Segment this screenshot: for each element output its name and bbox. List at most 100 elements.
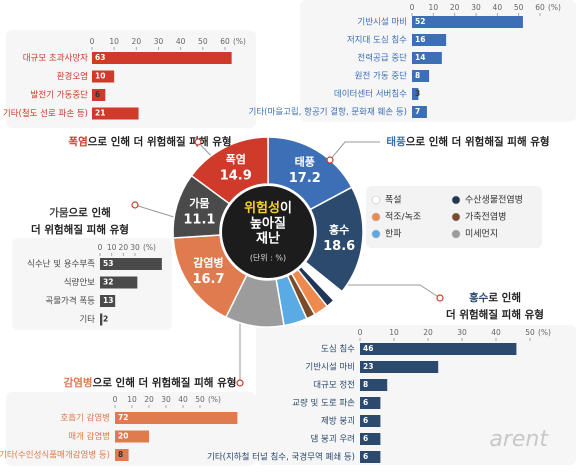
x-tick-label: 20 (450, 3, 460, 12)
bar-label: 저지대 도심 침수 (347, 35, 407, 46)
legend-swatch (451, 212, 461, 222)
caption-text: 으로 인해 더 위험해질 피해 유형 (88, 135, 232, 148)
value-label: 2 (103, 315, 108, 324)
value-label: 10 (95, 72, 105, 81)
x-tick-label: 0 (358, 328, 363, 337)
bar (412, 88, 419, 100)
x-tick-label: 10 (127, 395, 137, 404)
legend-swatch (371, 212, 381, 222)
bar (100, 258, 162, 270)
bar-label: 호흡기 감염병 (60, 413, 110, 424)
connector-dot (436, 294, 444, 302)
donut-center (222, 186, 314, 278)
legend-label: 수산생물전염병 (465, 195, 523, 206)
value-label: 13 (103, 296, 113, 305)
value-label: 23 (363, 362, 373, 371)
caption-keyword: 홍수 (469, 291, 489, 304)
bar-label: 댐 붕괴 우려 (310, 434, 355, 445)
bar (100, 313, 103, 326)
center-unit: (단위 : %) (250, 253, 286, 263)
segment-value: 14.9 (220, 169, 252, 184)
caption: 가뭄으로 인해 (49, 206, 111, 219)
bar-label: 식량안보 (64, 277, 95, 288)
value-label: 52 (415, 17, 425, 26)
bar (360, 361, 439, 373)
value-label: 16 (415, 35, 425, 44)
bar (360, 451, 381, 463)
caption-text: 더 위험해질 피해 유형 (446, 308, 544, 321)
x-tick-label: 50 (514, 3, 524, 12)
value-label: 6 (363, 434, 368, 443)
bar (92, 70, 115, 83)
segment-value: 17.2 (289, 171, 321, 186)
segment-value: 18.6 (323, 239, 355, 254)
segment-name: 홍수 (329, 223, 349, 237)
panel-bg (256, 325, 576, 465)
bar-label: 대규모 정전 (313, 380, 355, 391)
x-tick-label: 20 (144, 395, 154, 404)
bar-label: 기반시설 마비 (357, 17, 407, 28)
bar (92, 107, 139, 120)
axis-unit: (%) (208, 395, 221, 404)
bar-label: 매개 감염병 (68, 431, 110, 442)
x-tick-label: 0 (98, 243, 103, 252)
bar (412, 70, 430, 82)
segment-name: 태풍 (295, 155, 315, 169)
segment-name: 감염병 (193, 256, 223, 270)
center-title: 재난 (256, 232, 280, 247)
value-label: 3 (415, 89, 420, 98)
bar (92, 52, 232, 64)
bar-label: 원전 가동 중단 (355, 71, 408, 82)
caption-keyword: 감염병 (64, 376, 93, 389)
bar-label: 전력공급 중단 (357, 53, 407, 64)
value-label: 6 (95, 90, 100, 99)
center-title-part: 이 (280, 200, 292, 216)
bar (412, 52, 442, 64)
bar (115, 412, 238, 424)
value-label: 6 (363, 398, 368, 407)
legend-label: 폭설 (385, 195, 402, 206)
bar-label: 환경오염 (57, 71, 88, 82)
x-tick-label: 10 (389, 328, 399, 337)
bar-label: 기타(수인성식품매개감염병 등) (0, 450, 110, 461)
segment-value: 11.1 (183, 212, 215, 227)
segment-name: 가뭄 (189, 196, 209, 210)
watermark: arent (489, 427, 549, 452)
bar (360, 397, 381, 409)
x-tick-label: 50 (195, 395, 205, 404)
value-label: 8 (415, 71, 420, 80)
bar (360, 415, 381, 427)
legend-swatch (451, 229, 461, 239)
center-title: 위험성이 (244, 200, 292, 216)
value-label: 32 (103, 278, 113, 287)
bar-label: 기반시설 마비 (305, 362, 355, 373)
bar (412, 34, 447, 46)
legend-label: 가축전염병 (465, 212, 506, 223)
caption-keyword: 가뭄 (49, 206, 69, 219)
x-tick-label: 30 (161, 395, 171, 404)
panel-bg (6, 392, 256, 466)
axis-unit: (%) (548, 3, 561, 12)
value-label: 8 (118, 450, 123, 459)
caption-keyword: 태풍 (386, 135, 406, 148)
bar (115, 430, 149, 443)
bar (412, 106, 427, 118)
connector-dot (131, 201, 139, 209)
value-label: 14 (415, 53, 425, 62)
bar (412, 16, 523, 28)
bar (100, 276, 138, 289)
bar-label: 교량 및 도로 파손 (292, 398, 355, 409)
value-label: 6 (363, 416, 368, 425)
x-tick-label: 20 (119, 243, 129, 252)
x-tick-label: 10 (107, 243, 117, 252)
center-highlight: 위험성 (244, 200, 280, 216)
value-label: 20 (118, 432, 128, 441)
axis-unit: (%) (143, 243, 156, 252)
axis-unit: (%) (233, 37, 246, 46)
x-tick-label: 60 (535, 3, 545, 12)
caption: 더 위험해질 피해 유형 (446, 308, 544, 321)
segment-name: 폭염 (226, 153, 246, 166)
value-label: 21 (95, 109, 105, 118)
legend-swatch (451, 195, 461, 205)
